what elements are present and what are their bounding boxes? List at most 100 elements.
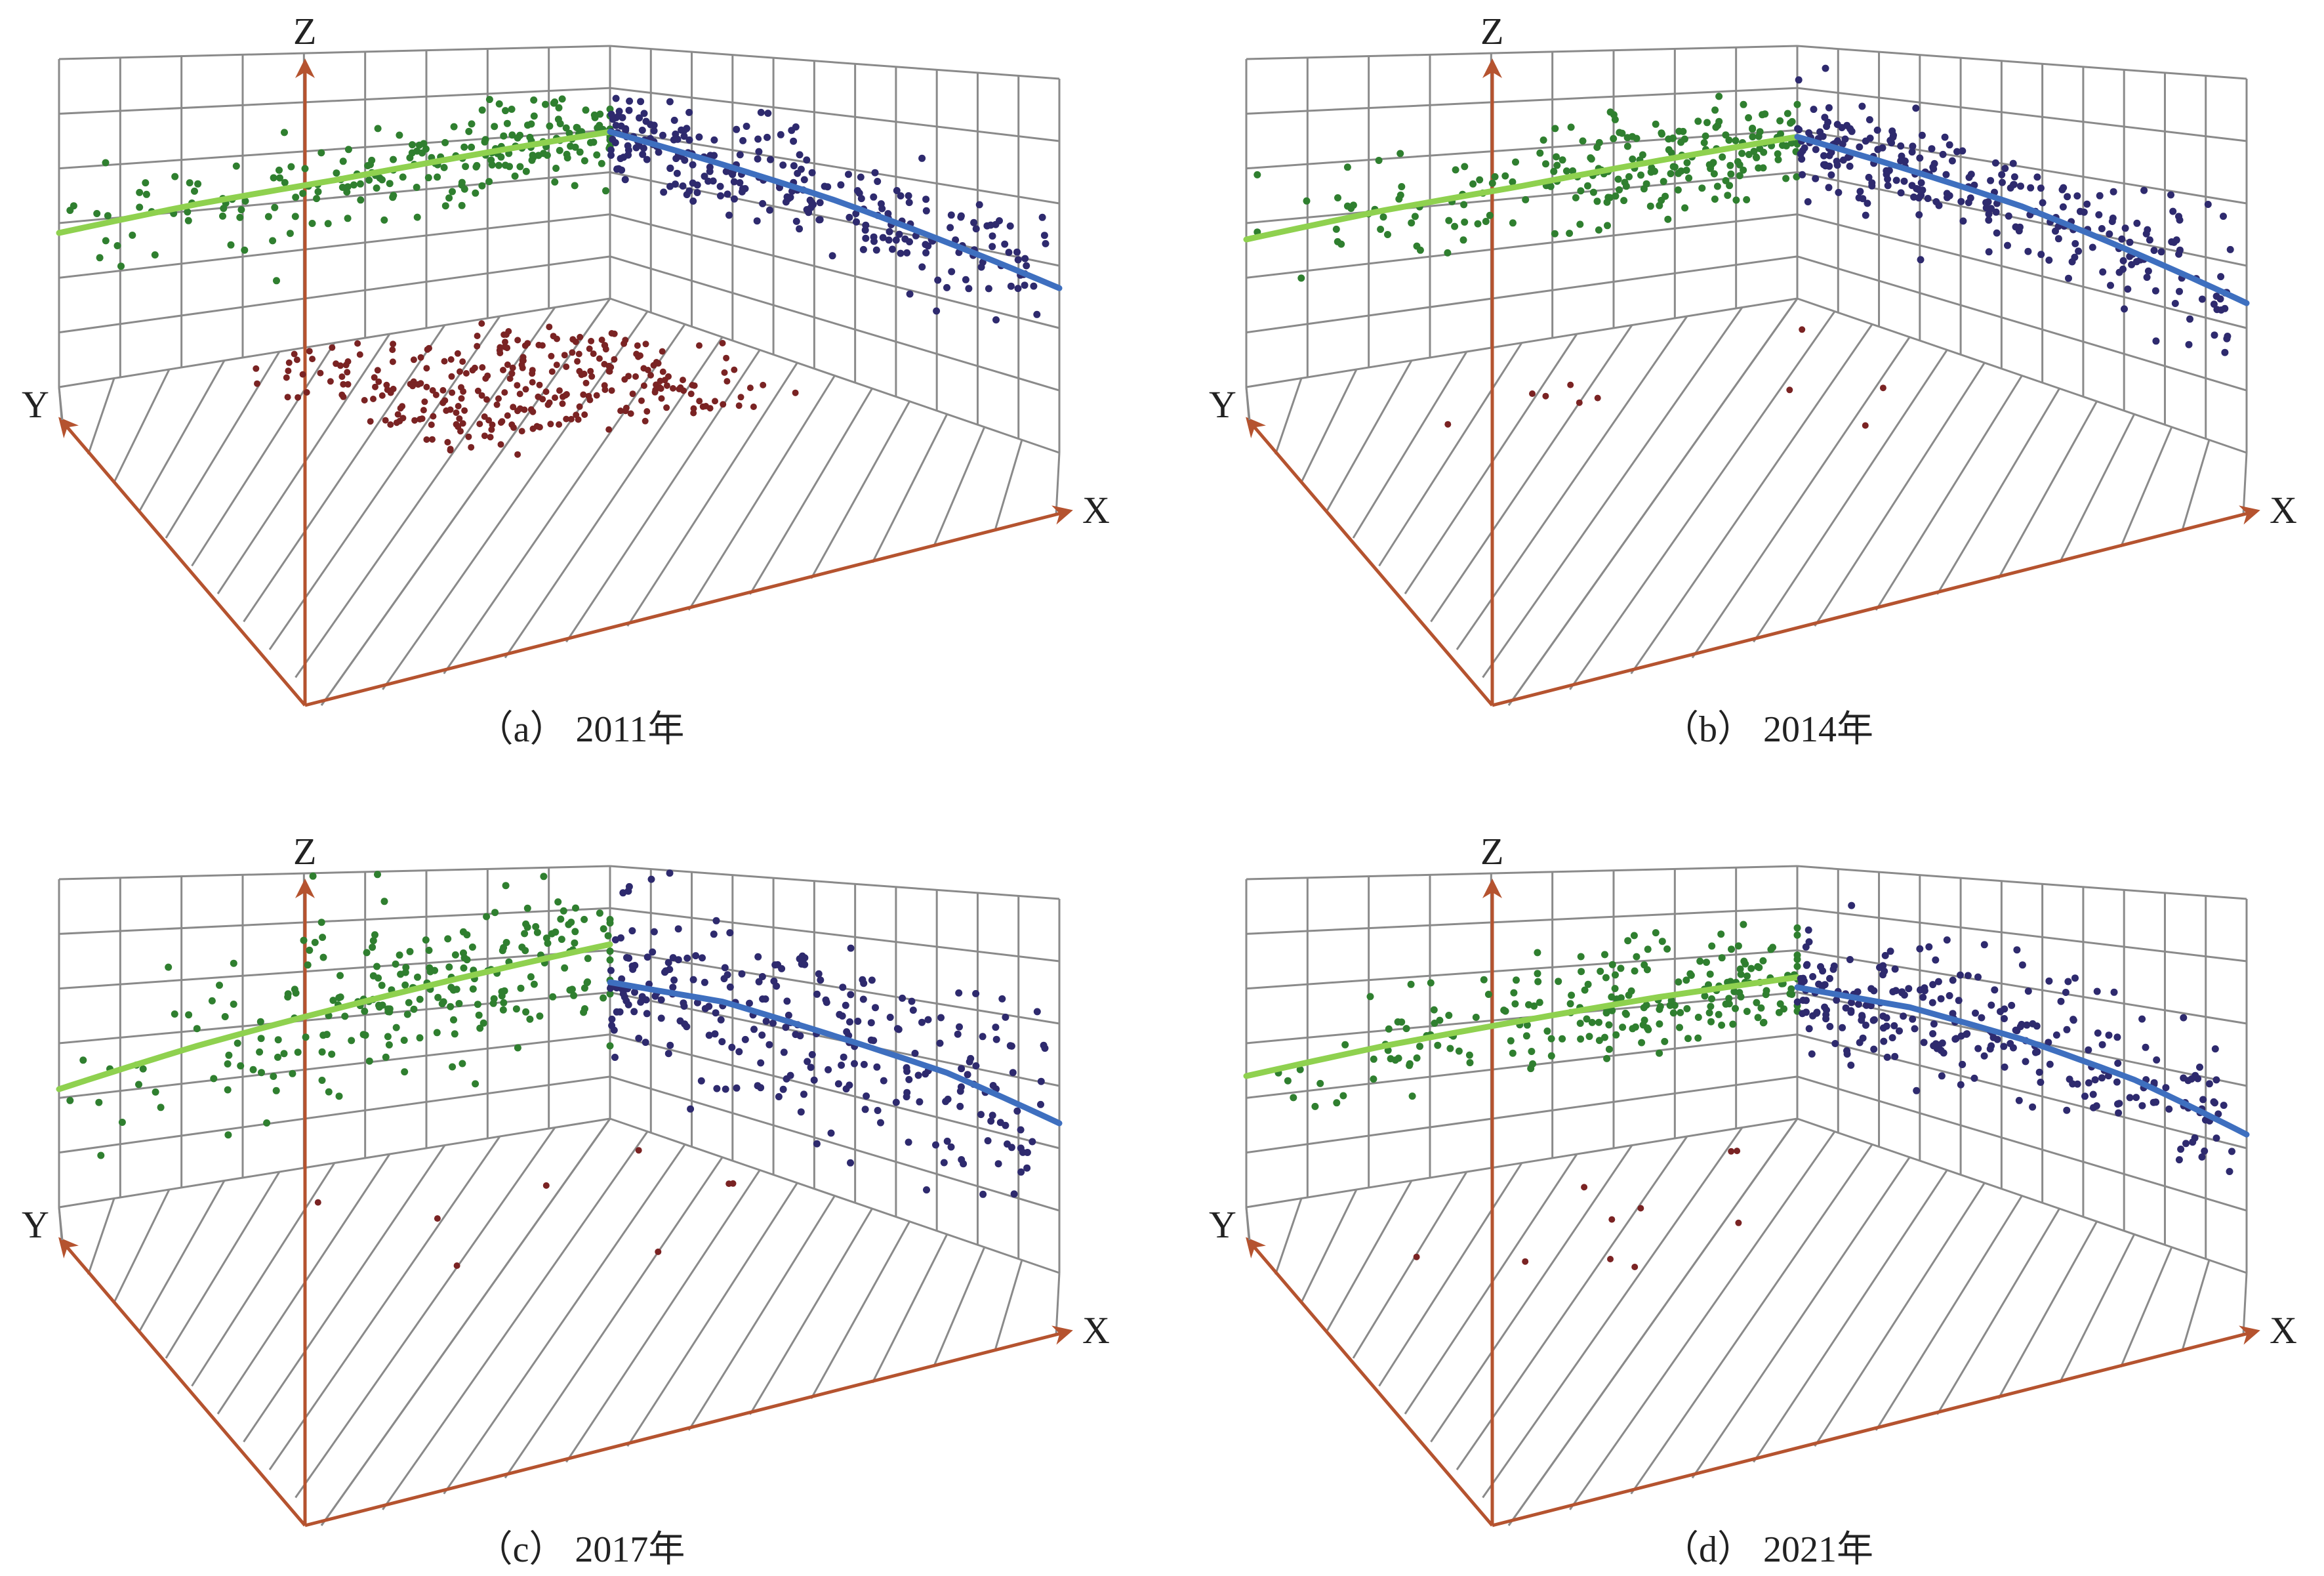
- data-point: [1957, 1032, 1965, 1040]
- data-point: [1767, 945, 1775, 953]
- data-point: [2115, 268, 2123, 276]
- data-point: [1822, 64, 1829, 72]
- trend-line: [56, 129, 613, 236]
- data-point: [2029, 1103, 2037, 1111]
- data-point: [2063, 1106, 2071, 1114]
- data-point: [281, 178, 289, 186]
- data-point: [1740, 921, 1747, 928]
- data-point: [1612, 971, 1619, 979]
- data-point: [977, 263, 985, 271]
- data-point: [598, 159, 605, 167]
- grid-line: [1569, 1130, 1836, 1510]
- data-point: [1616, 186, 1623, 194]
- grid-line: [1630, 1144, 1873, 1495]
- data-point: [314, 188, 322, 196]
- data-point: [548, 352, 555, 360]
- data-point: [471, 364, 478, 371]
- data-point: [1408, 219, 1416, 227]
- data-point: [600, 925, 607, 933]
- data-point: [628, 927, 636, 935]
- data-point: [224, 1131, 232, 1139]
- data-point: [710, 136, 718, 144]
- data-point: [1512, 158, 1519, 166]
- data-point: [1759, 957, 1767, 964]
- data-point: [659, 348, 666, 355]
- data-point: [375, 378, 382, 385]
- data-point: [416, 995, 424, 1003]
- data-point: [2214, 1110, 2222, 1118]
- data-point: [2073, 192, 2081, 200]
- data-point: [502, 161, 509, 169]
- data-point: [1776, 1000, 1784, 1008]
- data-point: [922, 249, 930, 257]
- data-point: [689, 161, 697, 169]
- data-point: [1023, 1164, 1031, 1172]
- data-point: [304, 961, 312, 969]
- data-point: [2152, 337, 2160, 345]
- data-point: [1727, 170, 1735, 178]
- data-point: [447, 1003, 455, 1010]
- data-point: [384, 1033, 392, 1041]
- data-point: [1725, 1000, 1733, 1008]
- data-point: [500, 132, 508, 140]
- data-point: [1938, 1072, 1946, 1080]
- data-point: [1833, 996, 1841, 1004]
- grid-line: [1814, 362, 1986, 627]
- data-point: [2033, 1022, 2041, 1030]
- data-point: [1664, 215, 1672, 223]
- data-point: [1637, 1205, 1644, 1212]
- data-point: [385, 1041, 393, 1048]
- data-point: [2171, 300, 2179, 307]
- data-point: [1827, 171, 1835, 179]
- data-point: [1934, 978, 1942, 985]
- data-point: [1865, 173, 1873, 181]
- data-point: [710, 930, 718, 938]
- data-point: [1900, 177, 1908, 185]
- data-point: [721, 369, 728, 376]
- data-point: [897, 192, 905, 199]
- data-point: [2062, 989, 2069, 996]
- data-point: [1974, 973, 1982, 981]
- data-point: [679, 182, 687, 190]
- data-point: [1629, 133, 1636, 140]
- data-point: [563, 415, 570, 423]
- data-point: [468, 120, 476, 128]
- series-xz: [1794, 64, 2250, 356]
- data-point: [416, 1034, 424, 1042]
- data-point: [1736, 965, 1744, 973]
- data-point: [989, 232, 996, 240]
- data-point: [1619, 1024, 1627, 1031]
- data-point: [786, 1071, 794, 1079]
- data-point: [1959, 147, 1967, 155]
- data-point: [852, 210, 860, 218]
- data-point: [568, 985, 576, 993]
- data-point: [623, 954, 630, 961]
- data-point: [387, 421, 394, 428]
- data-point: [683, 191, 691, 199]
- data-point: [1461, 218, 1469, 226]
- data-point: [892, 1098, 900, 1106]
- data-point: [859, 976, 866, 984]
- grid-line: [443, 1144, 686, 1495]
- data-point: [575, 350, 582, 358]
- data-point: [230, 1001, 237, 1008]
- data-point: [2228, 1148, 2235, 1155]
- z-axis-label: Z: [293, 10, 316, 52]
- data-point: [2124, 285, 2132, 293]
- data-point: [1694, 1034, 1702, 1042]
- data-point: [1754, 1014, 1762, 1022]
- data-point: [1603, 1054, 1611, 1062]
- data-point: [1605, 1021, 1613, 1029]
- data-point: [755, 978, 763, 985]
- data-point: [1867, 985, 1875, 993]
- data-point: [378, 392, 386, 399]
- data-point: [775, 1093, 783, 1100]
- data-point: [567, 415, 575, 423]
- data-point: [705, 1031, 713, 1039]
- data-point: [2059, 203, 2067, 211]
- data-point: [669, 984, 677, 991]
- data-point: [2204, 201, 2212, 208]
- data-point: [606, 915, 614, 923]
- data-point: [1629, 156, 1637, 163]
- data-point: [1799, 171, 1806, 178]
